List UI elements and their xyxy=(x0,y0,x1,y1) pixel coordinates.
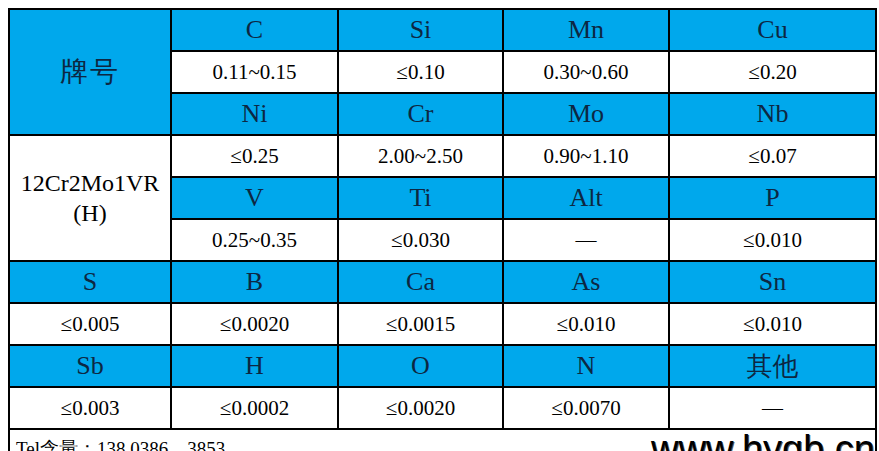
table-row: ≤0.005 ≤0.0020 ≤0.0015 ≤0.010 ≤0.010 xyxy=(9,303,876,345)
element-header-cell: 其他 xyxy=(669,345,876,387)
watermark-url: www.hygb.cn xyxy=(651,430,875,451)
element-header-cell: Si xyxy=(338,9,503,51)
element-limit-cell: ≤0.0015 xyxy=(338,303,503,345)
element-limit-cell: ≤0.0020 xyxy=(171,303,338,345)
element-limit-cell: ≤0.0070 xyxy=(503,387,669,429)
element-limit-cell: 0.90~1.10 xyxy=(503,135,669,177)
element-header-cell: P xyxy=(669,177,876,219)
grade-value-cell: 12Cr2Mo1VR(H) xyxy=(9,135,171,261)
element-limit-cell: — xyxy=(503,219,669,261)
element-limit-cell: ≤0.010 xyxy=(503,303,669,345)
element-limit-cell: ≤0.030 xyxy=(338,219,503,261)
element-header-cell: H xyxy=(171,345,338,387)
element-limit-cell: ≤0.0002 xyxy=(171,387,338,429)
page: 牌号 C Si Mn Cu 0.11~0.15 ≤0.10 0.30~0.60 … xyxy=(0,0,879,451)
element-limit-cell: ≤0.10 xyxy=(338,51,503,93)
element-limit-cell: 0.25~0.35 xyxy=(171,219,338,261)
element-header-cell: Alt xyxy=(503,177,669,219)
element-limit-cell: ≤0.20 xyxy=(669,51,876,93)
table-row: S B Ca As Sn xyxy=(9,261,876,303)
element-header-cell: Sb xyxy=(9,345,171,387)
element-limit-cell: 2.00~2.50 xyxy=(338,135,503,177)
grade-header-cell: 牌号 xyxy=(9,9,171,135)
element-header-cell: Sn xyxy=(669,261,876,303)
table-footer-row: Tel含量：138,0386、3853. www.hygb.cn xyxy=(9,429,876,451)
element-header-cell: Mo xyxy=(503,93,669,135)
table-row: 牌号 C Si Mn Cu xyxy=(9,9,876,51)
element-limit-cell: ≤0.010 xyxy=(669,303,876,345)
element-limit-cell: ≤0.0020 xyxy=(338,387,503,429)
element-header-cell: C xyxy=(171,9,338,51)
element-header-cell: Cu xyxy=(669,9,876,51)
table-row: ≤0.003 ≤0.0002 ≤0.0020 ≤0.0070 — xyxy=(9,387,876,429)
tel-note: Tel含量：138,0386、3853. xyxy=(16,436,230,451)
element-limit-cell: 0.30~0.60 xyxy=(503,51,669,93)
element-header-cell: B xyxy=(171,261,338,303)
table-row: 12Cr2Mo1VR(H) ≤0.25 2.00~2.50 0.90~1.10 … xyxy=(9,135,876,177)
element-header-cell: Ca xyxy=(338,261,503,303)
element-header-cell: Ni xyxy=(171,93,338,135)
element-limit-cell: ≤0.005 xyxy=(9,303,171,345)
element-header-cell: Ti xyxy=(338,177,503,219)
element-header-cell: S xyxy=(9,261,171,303)
element-header-cell: Cr xyxy=(338,93,503,135)
composition-table: 牌号 C Si Mn Cu 0.11~0.15 ≤0.10 0.30~0.60 … xyxy=(8,8,877,451)
element-limit-cell: ≤0.003 xyxy=(9,387,171,429)
element-limit-cell: — xyxy=(669,387,876,429)
element-header-cell: N xyxy=(503,345,669,387)
element-header-cell: O xyxy=(338,345,503,387)
element-header-cell: As xyxy=(503,261,669,303)
table-row: Sb H O N 其他 xyxy=(9,345,876,387)
element-header-cell: Nb xyxy=(669,93,876,135)
footer-cell: Tel含量：138,0386、3853. www.hygb.cn xyxy=(9,429,876,451)
element-limit-cell: ≤0.25 xyxy=(171,135,338,177)
element-limit-cell: 0.11~0.15 xyxy=(171,51,338,93)
element-limit-cell: ≤0.07 xyxy=(669,135,876,177)
element-limit-cell: ≤0.010 xyxy=(669,219,876,261)
element-header-cell: Mn xyxy=(503,9,669,51)
element-header-cell: V xyxy=(171,177,338,219)
